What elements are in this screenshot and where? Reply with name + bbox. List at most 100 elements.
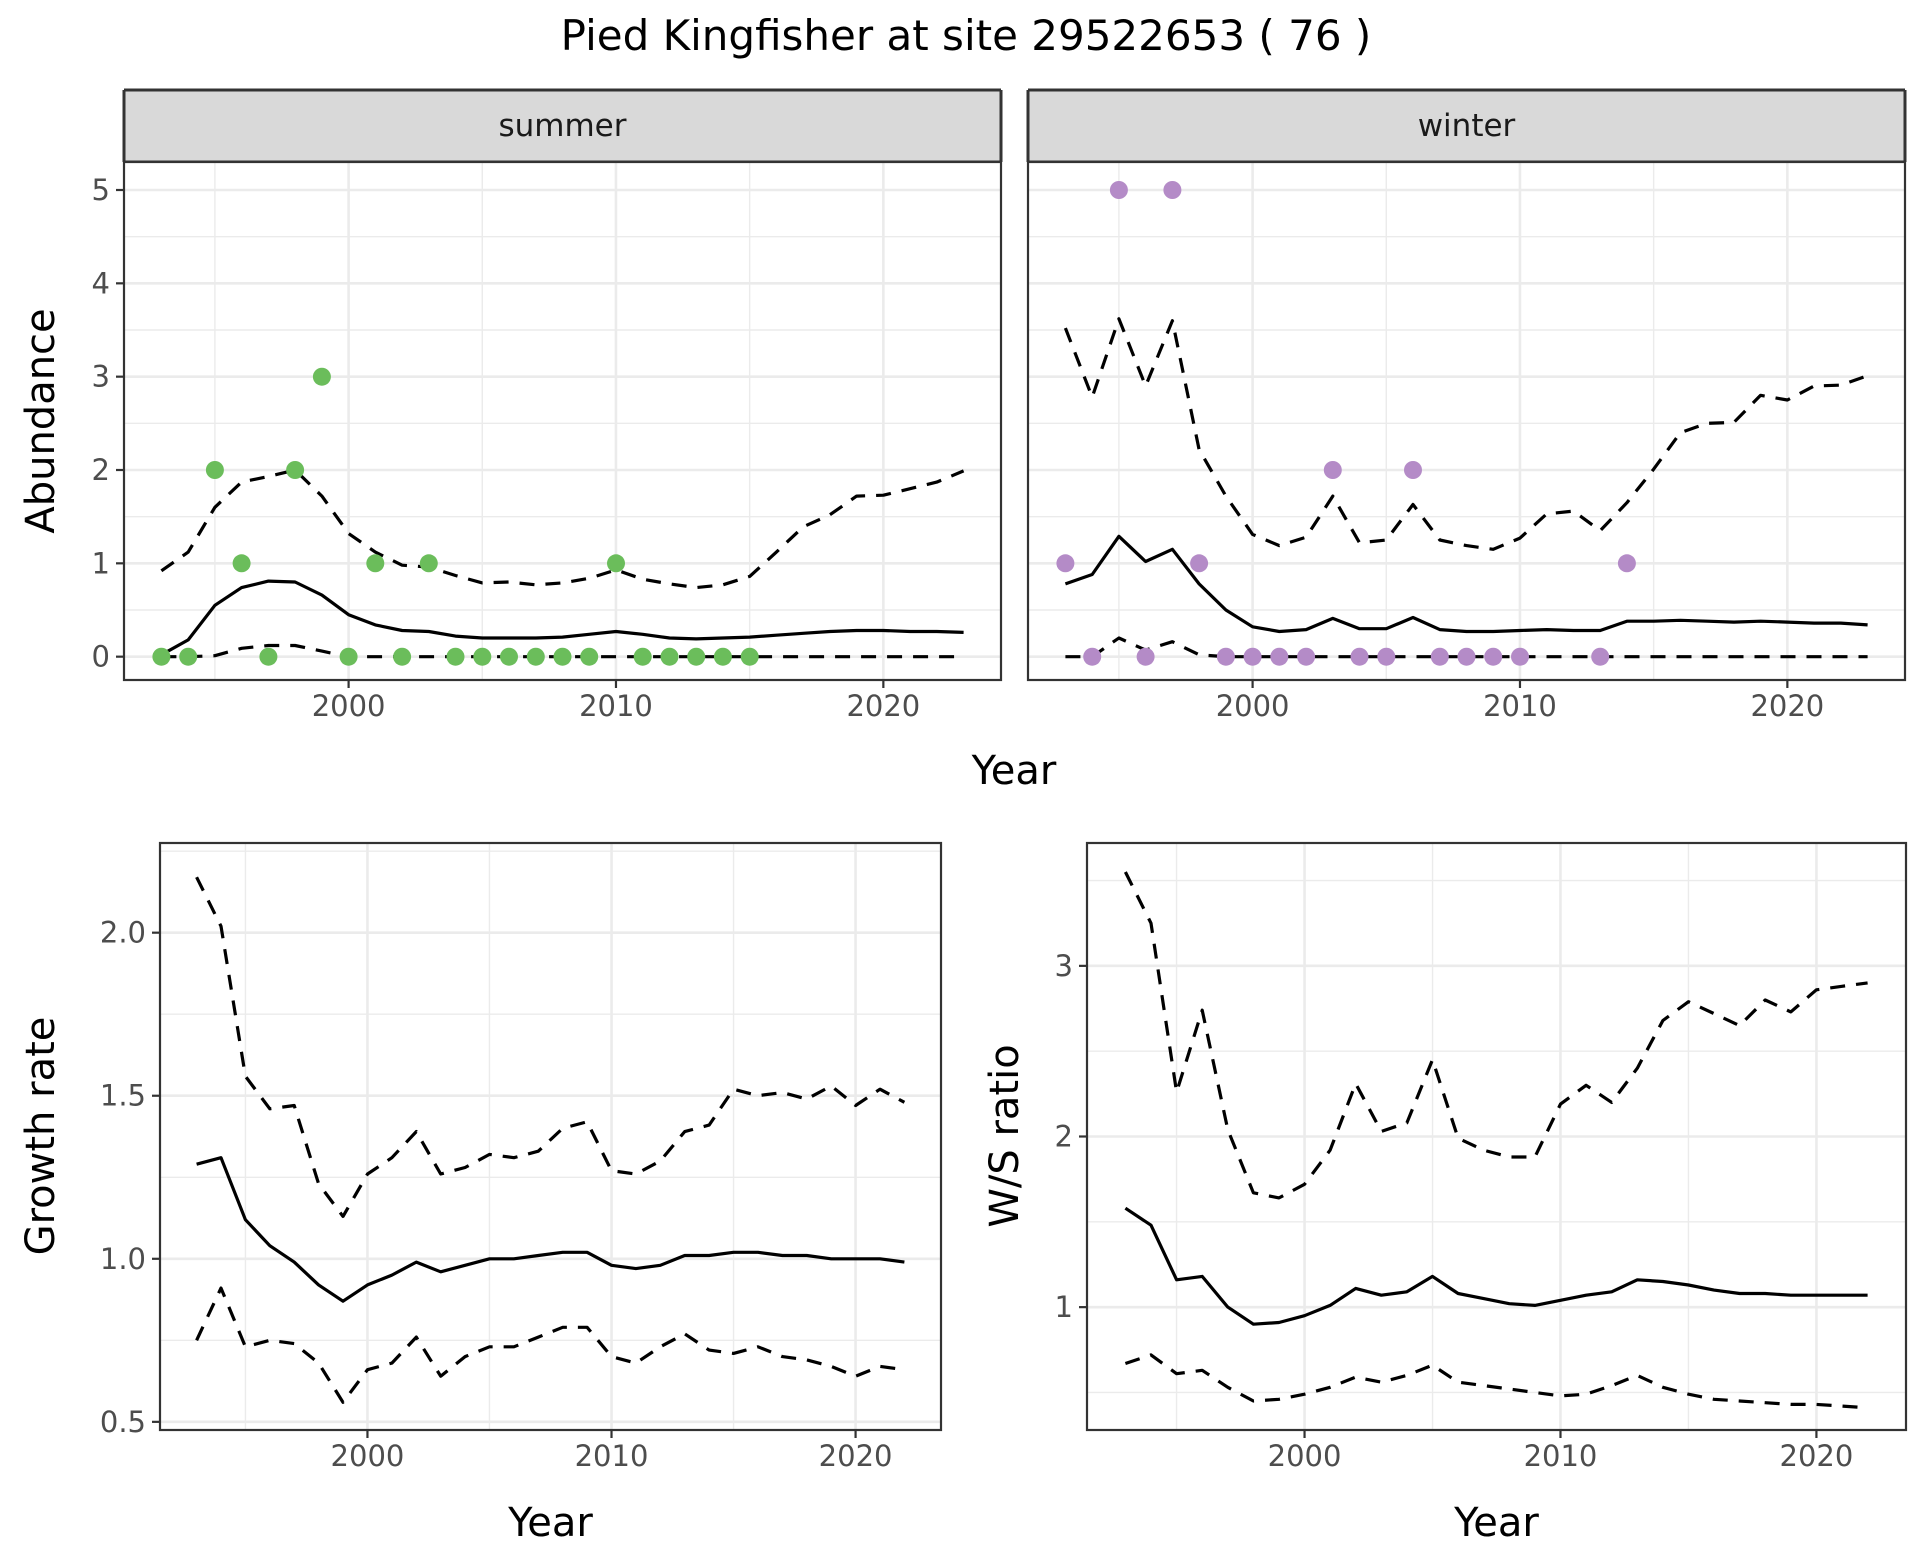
confidence-bound-line bbox=[195, 1286, 905, 1404]
figure-title: Pied Kingfisher at site 29522653 ( 76 ) bbox=[561, 11, 1372, 60]
count-point bbox=[1109, 181, 1128, 199]
count-point bbox=[312, 367, 331, 386]
count-point bbox=[580, 647, 599, 666]
plot-area bbox=[160, 843, 941, 1430]
mean-line bbox=[1124, 1206, 1868, 1326]
count-point bbox=[607, 554, 625, 573]
count-point bbox=[339, 647, 358, 666]
count-point bbox=[1243, 647, 1262, 666]
facet-strip-winter: winter bbox=[1026, 88, 1907, 164]
count-point bbox=[1350, 647, 1369, 666]
count-point bbox=[553, 647, 572, 666]
count-point bbox=[1511, 647, 1529, 666]
x-tick-label: 2010 bbox=[1524, 1439, 1598, 1473]
x-tick-label: 2010 bbox=[579, 689, 653, 723]
panel-border bbox=[122, 160, 1003, 682]
plot-area bbox=[1028, 162, 1905, 680]
x-tick-label: 2020 bbox=[1780, 1439, 1854, 1473]
y-tick-label: 4 bbox=[92, 266, 110, 300]
plot-area bbox=[124, 162, 1001, 680]
count-point bbox=[1404, 461, 1422, 479]
mean-line bbox=[160, 579, 964, 657]
growth-rate-y-axis-title: Growth rate bbox=[18, 1017, 64, 1256]
facet-strip-label: summer bbox=[498, 108, 626, 144]
y-tick-label: 1.0 bbox=[100, 1242, 146, 1276]
mean-line bbox=[196, 1156, 905, 1303]
y-tick-label: 0 bbox=[92, 640, 110, 674]
y-tick-label: 2.0 bbox=[100, 916, 146, 950]
facet-strip-summer: summer bbox=[122, 88, 1003, 164]
x-tick-label: 2000 bbox=[1216, 689, 1290, 723]
x-tick-label: 2010 bbox=[1483, 689, 1557, 723]
x-tick-label: 2020 bbox=[846, 689, 920, 723]
x-tick-label: 2010 bbox=[575, 1439, 649, 1473]
count-point bbox=[1457, 647, 1476, 666]
count-point bbox=[1083, 647, 1102, 666]
x-tick-label: 2020 bbox=[1750, 689, 1824, 723]
y-tick-label: 3 bbox=[1055, 949, 1073, 983]
count-point bbox=[1591, 647, 1610, 666]
count-point bbox=[205, 461, 224, 479]
count-point bbox=[740, 647, 759, 666]
count-point bbox=[1484, 647, 1503, 666]
count-point bbox=[1617, 554, 1636, 573]
count-point bbox=[1270, 647, 1289, 666]
growth-rate-panel: 2000 2010 2020 0.5 1.0 1.5 2.0 bbox=[100, 841, 943, 1473]
ws-ratio-chart: 2000 2010 2020 1 2 3 W/S ratio Year bbox=[982, 841, 1908, 1546]
abundance-x-axis-title: Year bbox=[971, 748, 1057, 794]
ws-ratio-x-axis-title: Year bbox=[1453, 1500, 1539, 1546]
count-point bbox=[393, 647, 412, 666]
confidence-bound-line bbox=[1065, 636, 1868, 659]
count-point bbox=[633, 647, 652, 666]
x-tick-label: 2020 bbox=[819, 1439, 893, 1473]
ws-ratio-y-axis-title: W/S ratio bbox=[982, 1044, 1028, 1227]
count-point bbox=[419, 554, 438, 573]
count-point bbox=[526, 647, 545, 666]
count-point bbox=[366, 554, 385, 573]
x-tick-label: 2000 bbox=[312, 689, 386, 723]
x-tick-label: 2000 bbox=[1268, 1439, 1342, 1473]
confidence-bound-line bbox=[1063, 317, 1869, 551]
ws-ratio-panel: 2000 2010 2020 1 2 3 bbox=[1055, 841, 1908, 1473]
count-point bbox=[1297, 647, 1316, 666]
y-tick-label: 1 bbox=[92, 546, 110, 580]
y-tick-label: 1.5 bbox=[100, 1079, 146, 1113]
count-point bbox=[687, 647, 706, 666]
count-point bbox=[713, 647, 732, 666]
count-point bbox=[500, 647, 518, 666]
count-point bbox=[1190, 554, 1209, 573]
y-tick-label: 2 bbox=[1055, 1120, 1073, 1154]
y-tick-label: 5 bbox=[92, 173, 110, 207]
confidence-bound-line bbox=[1123, 871, 1868, 1200]
count-point bbox=[232, 554, 251, 573]
growth-rate-x-axis-title: Year bbox=[507, 1500, 593, 1546]
count-point bbox=[1136, 647, 1155, 666]
count-point bbox=[1163, 181, 1182, 199]
confidence-bound-line bbox=[1124, 1353, 1868, 1410]
y-tick-label: 1 bbox=[1055, 1290, 1073, 1324]
count-point bbox=[446, 647, 465, 666]
count-point bbox=[286, 461, 305, 479]
panel-border bbox=[158, 841, 943, 1432]
count-point bbox=[1323, 461, 1342, 479]
y-tick-label: 3 bbox=[92, 360, 110, 394]
count-point bbox=[1056, 554, 1075, 573]
facet-strip-background bbox=[124, 90, 1001, 162]
facet-strip-background bbox=[1028, 90, 1905, 162]
confidence-bound-line bbox=[195, 876, 906, 1218]
count-point bbox=[259, 647, 278, 666]
count-point bbox=[1216, 647, 1235, 666]
abundance-y-axis-title: Abundance bbox=[18, 308, 64, 533]
growth-rate-chart: 2000 2010 2020 0.5 1.0 1.5 2.0 Growth rate Year bbox=[18, 841, 943, 1546]
panel-border bbox=[1026, 160, 1907, 682]
y-tick-label: 0.5 bbox=[100, 1405, 146, 1439]
facet-panel-winter: 2000 2010 2020 bbox=[1026, 160, 1907, 723]
count-point bbox=[152, 647, 171, 666]
count-point bbox=[1377, 647, 1396, 666]
count-point bbox=[473, 647, 492, 666]
count-point bbox=[660, 647, 679, 666]
mean-line bbox=[1064, 534, 1868, 634]
count-point bbox=[1430, 647, 1449, 666]
